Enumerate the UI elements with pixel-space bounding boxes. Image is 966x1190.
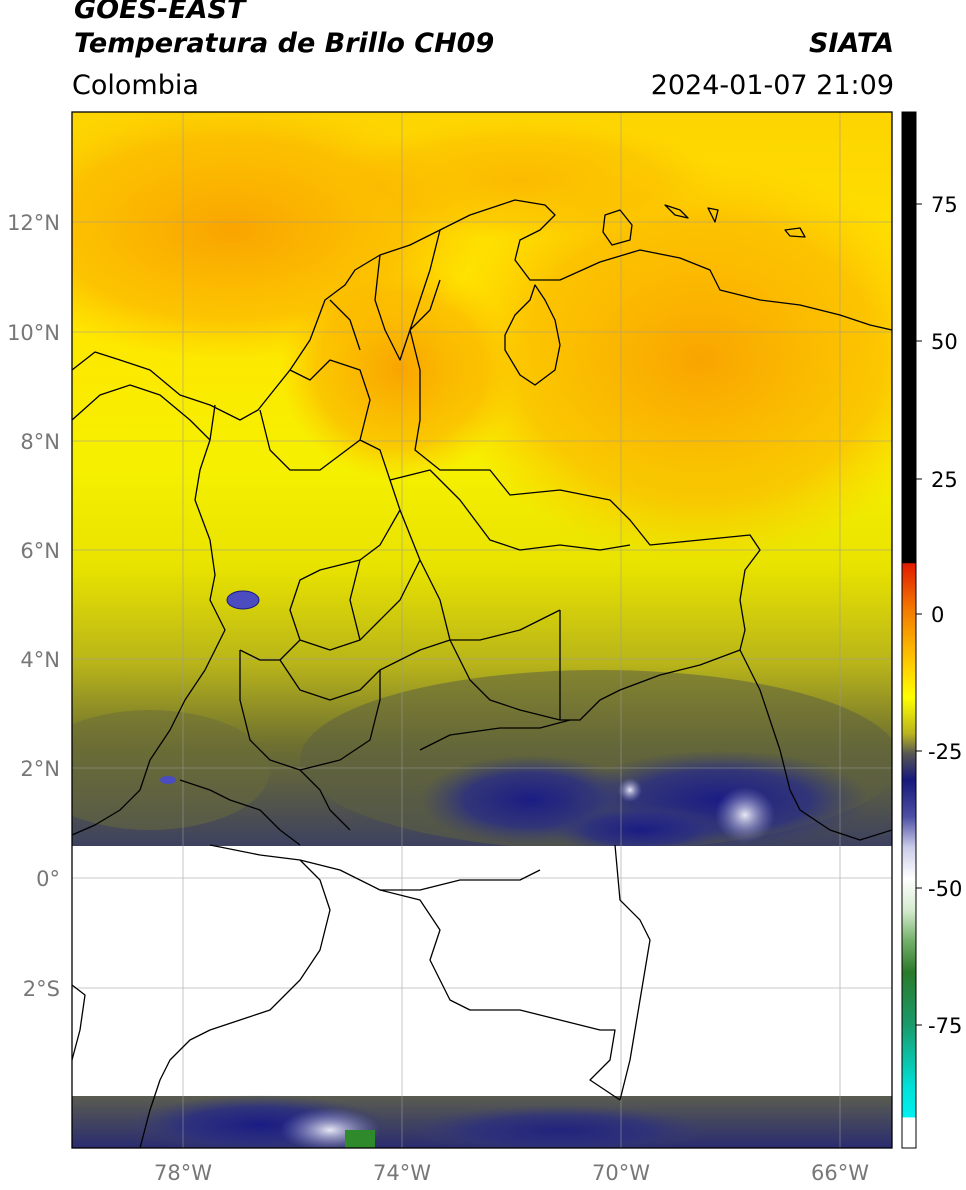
- colorbar-label: 50: [931, 330, 958, 354]
- brightness-temperature-field: [72, 112, 892, 1148]
- colorbar-label: -75: [928, 1014, 962, 1038]
- lat-label: 0°: [36, 867, 60, 891]
- source-label: SIATA: [808, 28, 894, 59]
- lon-label: 70°W: [592, 1161, 650, 1185]
- colorbar-label: 25: [931, 468, 958, 492]
- colorbar-label: 0: [931, 603, 944, 627]
- coastlines-borders: [71, 199, 893, 1149]
- graticule: [72, 112, 892, 1148]
- lat-label: 6°N: [20, 539, 60, 563]
- colorbar-label: 75: [931, 193, 958, 217]
- colorbar: [901, 111, 917, 1149]
- lat-label: 8°N: [20, 430, 60, 454]
- region-label: Colombia: [72, 70, 199, 101]
- product-channel-title: Temperatura de Brillo CH09: [74, 28, 495, 59]
- longitude-axis: 78°W 74°W 70°W 66°W: [154, 1161, 869, 1185]
- lat-label: 2°N: [20, 757, 60, 781]
- latitude-axis: 12°N 10°N 8°N 6°N 4°N 2°N 0° 2°S: [7, 211, 60, 1001]
- colorbar-ticks: [916, 203, 922, 1026]
- lat-label: 4°N: [20, 648, 60, 672]
- lat-label: 10°N: [7, 321, 60, 345]
- lat-label: 2°S: [23, 977, 60, 1001]
- lat-label: 12°N: [7, 211, 60, 235]
- product-satellite-title: GOES-EAST: [74, 0, 246, 25]
- colorbar-label: -50: [928, 877, 962, 901]
- lon-label: 74°W: [373, 1161, 431, 1185]
- lon-label: 66°W: [811, 1161, 869, 1185]
- lon-label: 78°W: [154, 1161, 212, 1185]
- colorbar-labels: 75 50 25 0 -25 -50 -75: [928, 193, 962, 1038]
- map-frame: [71, 111, 893, 1149]
- datetime-label: 2024-01-07 21:09: [650, 70, 894, 101]
- colorbar-label: -25: [928, 740, 962, 764]
